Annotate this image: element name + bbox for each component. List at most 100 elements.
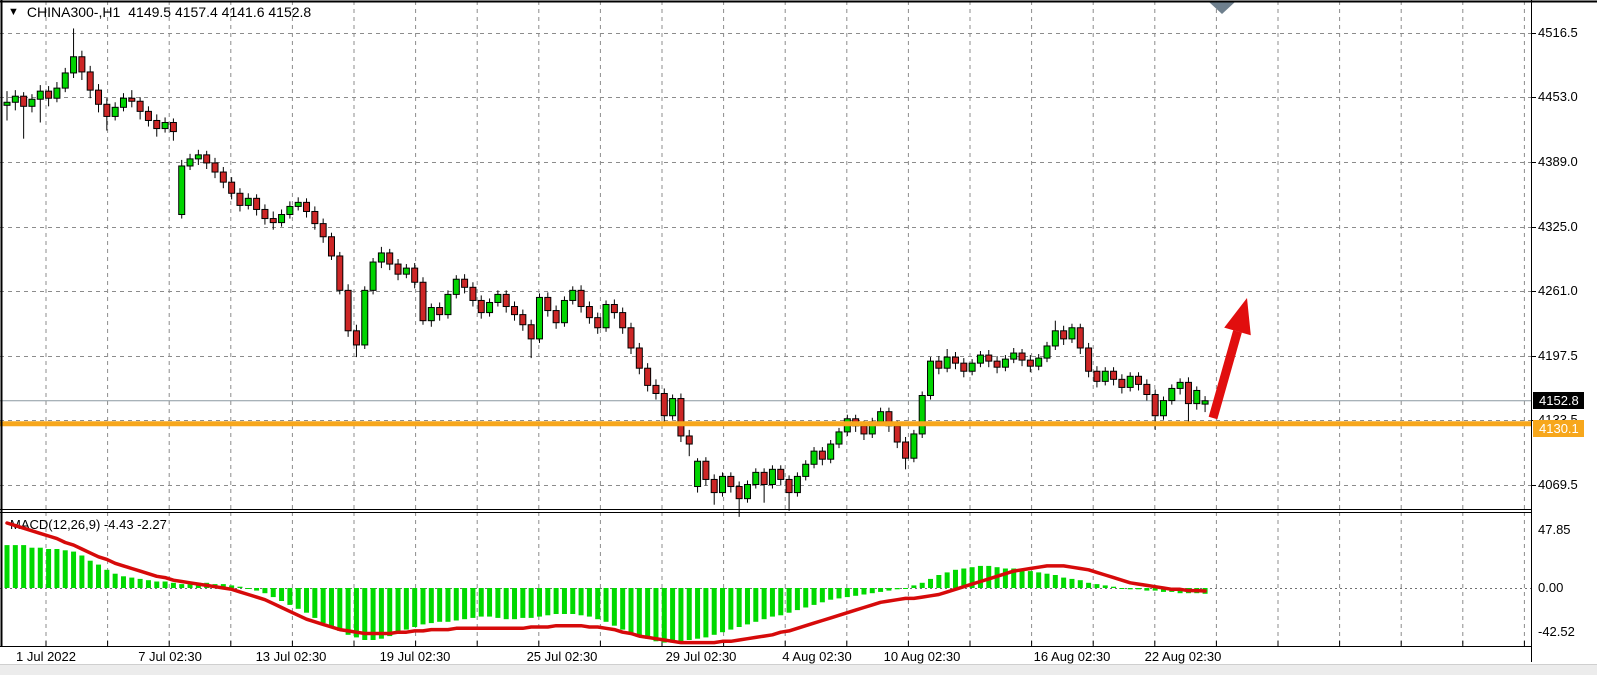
candle-bear xyxy=(128,90,136,108)
time-tick-label: 7 Jul 02:30 xyxy=(138,649,202,664)
candle-bear xyxy=(153,114,161,137)
macd-histogram-bar xyxy=(1077,580,1083,588)
price-scale[interactable]: 4516.54453.04389.04325.04261.04197.54133… xyxy=(1531,0,1597,664)
macd-histogram-bar xyxy=(661,588,667,643)
macd-histogram-bar xyxy=(977,565,983,588)
candle-bear xyxy=(1076,323,1084,355)
candle-bear xyxy=(1018,348,1026,367)
macd-histogram-bar xyxy=(794,588,800,611)
time-tick-label: 22 Aug 02:30 xyxy=(1144,649,1222,664)
macd-histogram-bar xyxy=(711,588,717,635)
candle-bear xyxy=(985,350,993,368)
macd-histogram-bar xyxy=(428,588,434,624)
candle-bull xyxy=(694,458,702,493)
macd-histogram-bar xyxy=(387,588,393,637)
candle-bear xyxy=(902,436,910,470)
macd-histogram-bar xyxy=(952,569,958,588)
candle-bull xyxy=(968,359,976,376)
macd-histogram-bar xyxy=(512,588,518,620)
macd-histogram-bar xyxy=(328,588,334,627)
candle-bear xyxy=(20,92,28,139)
macd-histogram-bar xyxy=(1036,572,1042,588)
candle-bear xyxy=(777,465,785,486)
candle-bear xyxy=(685,429,693,457)
macd-histogram-bar xyxy=(1027,571,1033,588)
candle-bull xyxy=(1126,372,1134,392)
candle-bull xyxy=(377,246,385,269)
macd-histogram-bar xyxy=(886,588,892,591)
macd-tick-label: -42.52 xyxy=(1538,624,1575,639)
candle-bull xyxy=(752,468,760,489)
candle-bear xyxy=(635,342,643,375)
bid-price-badge: 4152.8 xyxy=(1533,391,1584,409)
macd-histogram-bar xyxy=(395,588,401,634)
candle-bear xyxy=(95,84,103,113)
time-tick-label: 25 Jul 02:30 xyxy=(526,649,598,664)
macd-histogram-bar xyxy=(944,572,950,588)
price-tick-label: 4197.5 xyxy=(1538,347,1578,363)
macd-histogram-bar xyxy=(670,588,676,643)
candle-bear xyxy=(1135,372,1143,391)
macd-histogram-bar xyxy=(645,588,651,639)
macd-histogram-bar xyxy=(903,588,909,589)
candle-bear xyxy=(1143,379,1151,401)
candle-bear xyxy=(660,388,668,422)
time-tick-label: 13 Jul 02:30 xyxy=(255,649,327,664)
macd-histogram-bar xyxy=(237,586,243,588)
candle-bear xyxy=(577,285,585,313)
candle-bear xyxy=(1026,355,1034,373)
candle-bull xyxy=(369,257,377,295)
macd-histogram-bar xyxy=(54,549,60,588)
macd-histogram-bar xyxy=(1102,585,1108,588)
price-tick-label: 4453.0 xyxy=(1538,89,1578,105)
macd-histogram-bar xyxy=(1061,577,1067,588)
candle-bull xyxy=(560,296,568,327)
candle-bear xyxy=(993,356,1001,374)
candle-bear xyxy=(352,324,360,358)
candle-bear xyxy=(519,309,527,331)
macd-histogram-bar xyxy=(561,588,567,614)
macd-histogram-bar xyxy=(104,569,110,588)
macd-histogram-bar xyxy=(828,588,834,600)
macd-histogram-bar xyxy=(437,588,443,622)
macd-histogram-bar xyxy=(1044,573,1050,588)
macd-histogram-bar xyxy=(12,545,18,588)
orange-line-badge: 4130.1 xyxy=(1533,419,1584,437)
candle-bear xyxy=(511,301,519,321)
macd-histogram-bar xyxy=(844,588,850,598)
macd-histogram-bar xyxy=(769,588,775,617)
macd-histogram-bar xyxy=(1019,569,1025,588)
price-tick-label: 4389.0 xyxy=(1538,153,1578,169)
candle-bear xyxy=(610,299,618,319)
time-tick-label: 29 Jul 02:30 xyxy=(665,649,737,664)
macd-histogram-bar xyxy=(861,588,867,595)
macd-histogram-bar xyxy=(487,588,493,617)
macd-histogram-bar xyxy=(570,588,576,614)
macd-histogram-bar xyxy=(295,588,301,609)
macd-histogram-bar xyxy=(378,588,384,639)
candle-bull xyxy=(1068,323,1076,343)
macd-histogram-bar xyxy=(112,573,118,588)
candle-bear xyxy=(885,407,893,432)
candle-bear xyxy=(203,150,211,170)
candle-bull xyxy=(402,264,410,279)
candle-bear xyxy=(935,356,943,375)
candle-bear xyxy=(502,290,510,313)
time-axis[interactable]: 1 Jul 2022 7 Jul 02:30 13 Jul 02:30 19 Jul … xyxy=(0,646,1531,664)
macd-histogram-bar xyxy=(1144,588,1150,591)
candle-bear xyxy=(644,363,652,392)
macd-histogram-bar xyxy=(869,588,875,594)
symbol-dropdown-icon[interactable]: ▼ xyxy=(8,6,19,18)
macd-histogram-bar xyxy=(636,588,642,637)
candle-bull xyxy=(361,286,369,349)
candle-bull xyxy=(1193,386,1201,410)
macd-histogram-bar xyxy=(462,588,468,620)
candle-bear xyxy=(419,277,427,325)
candle-bull xyxy=(1101,367,1109,386)
macd-histogram-bar xyxy=(1136,588,1142,590)
candle-bull xyxy=(244,193,252,210)
macd-histogram-bar xyxy=(728,588,734,630)
macd-histogram-bar xyxy=(1002,568,1008,588)
bottom-strip xyxy=(0,664,1597,675)
